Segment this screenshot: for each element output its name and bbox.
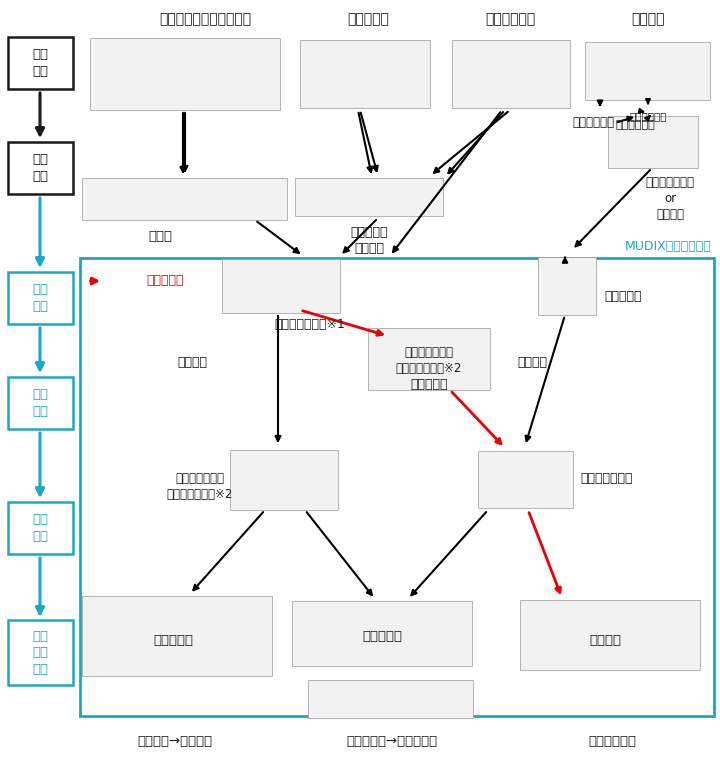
Text: 選別貯泥ホッパ
（夾雑物有り）※2: 選別貯泥ホッパ （夾雑物有り）※2	[167, 472, 233, 501]
Text: 掘削
方法: 掘削 方法	[32, 48, 48, 78]
Bar	[8, 502, 73, 554]
Text: グラブ・バックホウ浚渫: グラブ・バックホウ浚渫	[159, 12, 251, 26]
Text: 土運船: 土運船	[148, 230, 172, 243]
Text: 排泥ポンプ: 排泥ポンプ	[362, 630, 402, 643]
Bar	[82, 178, 287, 220]
Text: 軟弱地盤掘削: 軟弱地盤掘削	[615, 120, 654, 130]
Bar	[538, 257, 596, 315]
Text: 送泥ポンプ: 送泥ポンプ	[410, 378, 448, 390]
Text: 施工の流れ: 施工の流れ	[146, 274, 184, 287]
Bar	[230, 450, 338, 510]
Text: 軟弱地盤掘削: 軟弱地盤掘削	[572, 117, 614, 130]
Text: ポンプ排出→養生ピット: ポンプ排出→養生ピット	[346, 735, 438, 748]
Text: 船上処理→直接打設: 船上処理→直接打設	[138, 735, 212, 748]
Text: パイプ搬送
空気圧送: パイプ搬送 空気圧送	[350, 226, 388, 255]
Text: 直接投入: 直接投入	[517, 356, 547, 369]
Text: 排出
養生
方法: 排出 養生 方法	[32, 630, 48, 676]
Text: 選別貯泥ホッパ
（夾雑物有り）※2: 選別貯泥ホッパ （夾雑物有り）※2	[396, 346, 462, 375]
Bar	[8, 142, 73, 194]
Bar	[8, 272, 73, 324]
Bar	[8, 620, 73, 685]
Text: ピット・土運船※1: ピット・土運船※1	[274, 318, 346, 331]
Bar	[608, 116, 698, 168]
Text: 送泥
方法: 送泥 方法	[32, 389, 48, 418]
Text: ベルコン排出: ベルコン排出	[588, 735, 636, 748]
Text: 揚陸
方法: 揚陸 方法	[32, 283, 48, 313]
Text: 運搬
方法: 運搬 方法	[32, 154, 48, 183]
Bar	[295, 178, 443, 216]
Bar	[520, 600, 700, 670]
Text: MUDIX工法対象範囲: MUDIX工法対象範囲	[625, 240, 712, 253]
Bar	[80, 258, 714, 716]
Bar	[8, 377, 73, 429]
Text: ベルコン: ベルコン	[589, 634, 621, 647]
Text: ダンプトラック
or
ベルコン: ダンプトラック or ベルコン	[646, 176, 695, 221]
Text: 土砂ホッパ: 土砂ホッパ	[604, 290, 642, 303]
Bar	[292, 601, 472, 666]
Bar	[368, 328, 490, 390]
Bar	[222, 259, 340, 313]
Bar	[308, 680, 473, 718]
Text: 高濃度浚渫: 高濃度浚渫	[347, 12, 389, 26]
Text: 排泥ポンプ: 排泥ポンプ	[153, 634, 193, 647]
Bar	[82, 596, 272, 676]
Text: 直接投入: 直接投入	[177, 356, 207, 369]
Text: 軟弱地盤掘削: 軟弱地盤掘削	[629, 111, 667, 121]
Text: 混合
方法: 混合 方法	[32, 513, 48, 543]
Text: 地山掘削: 地山掘削	[631, 12, 665, 26]
Bar	[478, 451, 573, 508]
Bar	[8, 37, 73, 89]
Text: （夾雑物無し）: （夾雑物無し）	[580, 472, 632, 485]
Bar	[300, 40, 430, 108]
Text: シールド残土: シールド残土	[485, 12, 535, 26]
Bar	[90, 38, 280, 110]
Bar	[585, 42, 710, 100]
Bar	[452, 40, 570, 108]
